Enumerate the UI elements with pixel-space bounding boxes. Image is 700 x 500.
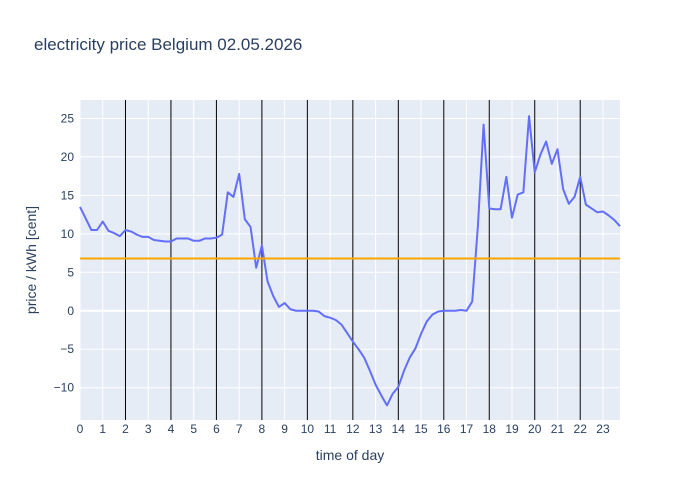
x-tick-label: 12	[346, 422, 360, 436]
x-tick-label: 7	[236, 422, 243, 436]
x-tick-label: 22	[574, 422, 588, 436]
y-tick-label: −5	[60, 342, 74, 356]
x-tick-label: 0	[77, 422, 84, 436]
x-tick-label: 15	[414, 422, 428, 436]
x-tick-label: 10	[301, 422, 315, 436]
y-tick-label: 15	[61, 188, 75, 202]
x-tick-label: 5	[190, 422, 197, 436]
x-tick-label: 13	[369, 422, 383, 436]
y-axis-title: price / kWh [cent]	[23, 206, 39, 314]
x-tick-label: 2	[122, 422, 129, 436]
y-tick-label: 0	[67, 304, 74, 318]
y-tick-labels: −10 −5 0 5 10 15 20 25	[54, 111, 75, 394]
series-layer	[79, 115, 621, 407]
x-tick-label: 6	[213, 422, 220, 436]
x-tick-label: 17	[460, 422, 474, 436]
x-tick-label: 9	[281, 422, 288, 436]
vertical-marker-lines	[124, 100, 581, 420]
x-tick-label: 20	[528, 422, 542, 436]
x-tick-label: 4	[168, 422, 175, 436]
x-tick-labels: 0 1 2 3 4 5 6 7 8 9 10 11 12 13 14 15 16 17 18 19 20 21 22 23	[77, 422, 610, 436]
x-tick-label: 14	[392, 422, 406, 436]
x-tick-label: 19	[505, 422, 519, 436]
y-tick-label: 20	[61, 150, 75, 164]
x-tick-label: 18	[483, 422, 497, 436]
x-tick-label: 1	[99, 422, 106, 436]
x-tick-label: 11	[324, 422, 337, 436]
chart-title: electricity price Belgium 02.05.2026	[34, 35, 302, 54]
x-tick-label: 3	[145, 422, 152, 436]
price-series-line	[79, 115, 621, 407]
x-tick-label: 8	[259, 422, 266, 436]
y-tick-label: 5	[67, 265, 74, 279]
x-axis-title: time of day	[316, 447, 384, 463]
x-tick-label: 23	[596, 422, 610, 436]
x-tick-label: 16	[437, 422, 451, 436]
y-tick-label: 25	[61, 111, 75, 125]
y-tick-label: 10	[61, 227, 75, 241]
x-tick-label: 21	[551, 422, 565, 436]
y-tick-label: −10	[54, 381, 75, 395]
plot-area	[80, 100, 620, 420]
